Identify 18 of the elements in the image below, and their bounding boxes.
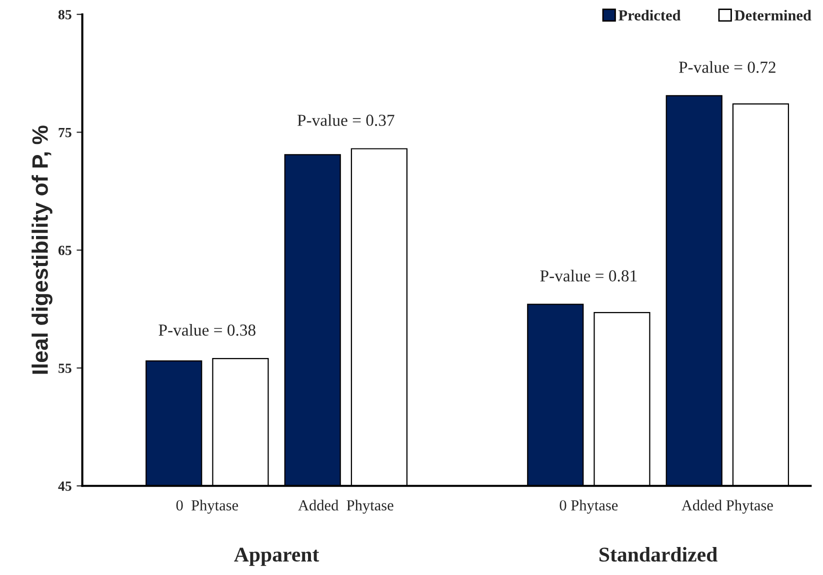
annotation: P-value = 0.37 xyxy=(297,114,394,126)
legend-label: Predicted xyxy=(618,10,681,21)
y-tick-label: 75 xyxy=(58,128,72,138)
text: Standardized xyxy=(600,546,718,562)
y-axis-title: Ileal digestibility of P, % xyxy=(32,126,52,374)
x-tick-label: Added Phytase xyxy=(682,500,773,514)
y-tick-label: 65 xyxy=(58,246,72,256)
x-tick-label: Added Phytase xyxy=(298,500,394,514)
legend-label: Determined xyxy=(734,10,812,21)
x-tick-label: 0 Phytase xyxy=(560,500,618,514)
y-tick-label: 45 xyxy=(58,482,72,491)
x-tick-label: 0 Phytase xyxy=(176,500,238,514)
annotation: P-value = 0.81 xyxy=(540,270,637,282)
y-tick-label: 55 xyxy=(58,364,72,373)
y-tick-label: 85 xyxy=(58,10,72,20)
annotation: P-value = 0.72 xyxy=(678,61,776,73)
annotation: P-value = 0.38 xyxy=(158,324,256,336)
text: Apparent xyxy=(234,548,320,566)
